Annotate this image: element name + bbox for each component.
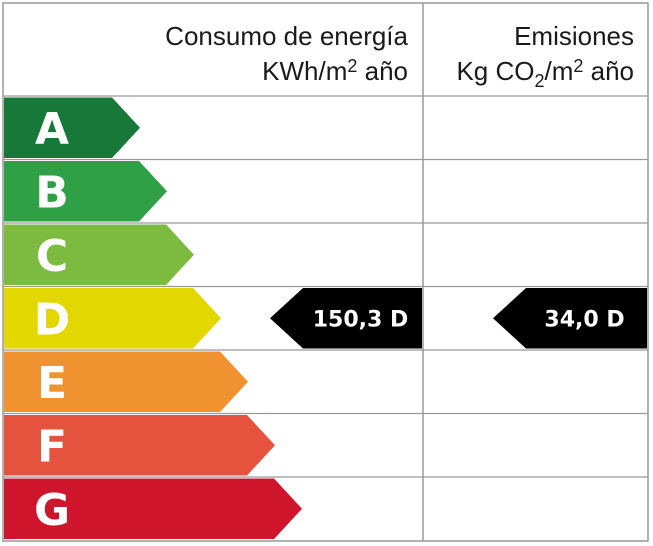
grade-letter: B bbox=[35, 167, 69, 218]
unit-part: año bbox=[583, 56, 634, 86]
grade-arrow bbox=[4, 224, 194, 285]
unit-part: KWh/m bbox=[262, 56, 347, 86]
grade-letter: D bbox=[34, 294, 71, 345]
grade-letter: F bbox=[37, 421, 67, 472]
rating-value: 150,3 D bbox=[313, 307, 409, 332]
grade-letter: C bbox=[36, 231, 68, 282]
grade-arrow bbox=[4, 478, 302, 539]
rating-indicator bbox=[270, 288, 422, 349]
rating-value: 34,0 D bbox=[544, 307, 624, 332]
unit-part: /m bbox=[544, 56, 573, 86]
emissions-unit: Kg CO2/m2 año bbox=[456, 56, 634, 91]
consumption-unit: KWh/m2 año bbox=[262, 56, 408, 86]
grade-letter: G bbox=[34, 485, 70, 536]
unit-sub: 2 bbox=[534, 71, 544, 91]
grade-arrow bbox=[4, 97, 140, 158]
consumption-title: Consumo de energía bbox=[165, 21, 408, 51]
unit-sup: 2 bbox=[573, 56, 583, 76]
grade-letter: A bbox=[35, 104, 69, 155]
grade-arrow bbox=[4, 288, 221, 349]
grade-letter: E bbox=[37, 358, 67, 409]
unit-part: año bbox=[357, 56, 408, 86]
unit-part: Kg CO bbox=[456, 56, 534, 86]
unit-sup: 2 bbox=[347, 56, 357, 76]
rating-indicator bbox=[493, 288, 647, 349]
emissions-title: Emisiones bbox=[514, 21, 634, 51]
grade-arrow bbox=[4, 415, 275, 476]
grade-arrow bbox=[4, 161, 167, 222]
grade-arrow bbox=[4, 351, 248, 412]
